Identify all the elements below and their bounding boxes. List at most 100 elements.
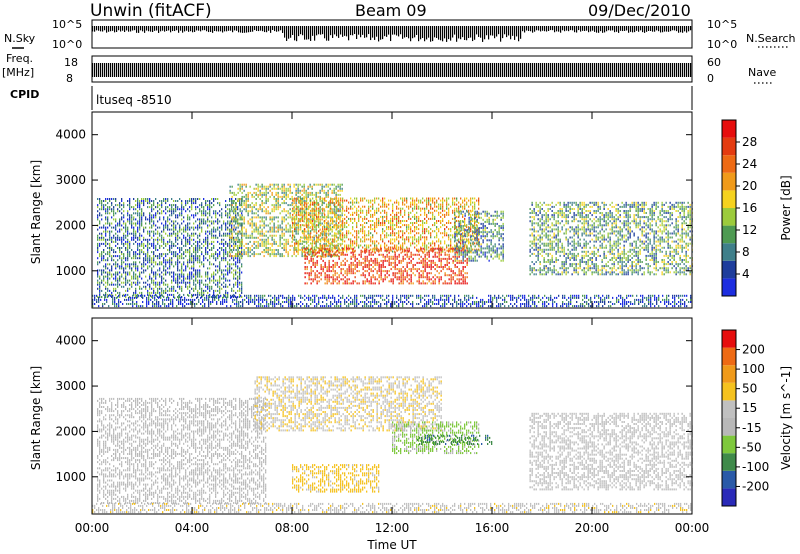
noise-bar	[106, 26, 108, 33]
heatmap-cell	[155, 238, 157, 241]
freq-bar	[424, 63, 426, 77]
freq-bar	[228, 63, 230, 77]
noise-bar	[490, 26, 492, 36]
heatmap-cell	[366, 246, 368, 249]
heatmap-cell	[205, 220, 207, 223]
heatmap-cell	[424, 250, 426, 253]
noise-bar	[680, 26, 682, 33]
heatmap-cell	[378, 248, 380, 251]
heatmap-cell	[227, 216, 229, 219]
noise-bar	[130, 26, 132, 32]
heatmap-cell	[149, 255, 151, 258]
heatmap-cell	[185, 285, 187, 288]
heatmap-cell	[113, 289, 115, 292]
heatmap-cell	[320, 224, 322, 227]
heatmap-cell	[119, 257, 121, 260]
noise-bar	[396, 26, 398, 36]
heatmap-cell	[418, 242, 420, 245]
heatmap-cell	[177, 234, 179, 237]
heatmap-cell	[203, 220, 205, 223]
heatmap-cell	[312, 201, 314, 204]
heatmap-cell	[147, 265, 149, 268]
heatmap-cell	[153, 202, 155, 205]
noise-bar	[206, 26, 208, 32]
heatmap-cell	[454, 197, 456, 200]
heatmap-cell	[239, 277, 241, 280]
heatmap-cell	[141, 277, 143, 280]
heatmap-cell	[382, 203, 384, 206]
heatmap-cell	[412, 236, 414, 239]
heatmap-cell	[133, 265, 135, 268]
heatmap-cell	[275, 240, 277, 243]
heatmap-cell	[302, 246, 304, 249]
heatmap-cell	[275, 255, 277, 258]
heatmap-cell	[137, 242, 139, 245]
heatmap-cell	[249, 206, 251, 209]
noise-bar	[626, 26, 628, 31]
heatmap-cell	[151, 269, 153, 272]
heatmap-cell	[233, 255, 235, 258]
heatmap-cell	[179, 285, 181, 288]
heatmap-cell	[117, 255, 119, 258]
heatmap-cell	[283, 216, 285, 219]
noise-bar	[148, 26, 150, 32]
heatmap-cell	[189, 216, 191, 219]
heatmap-cell	[183, 251, 185, 254]
heatmap-cell	[294, 246, 296, 249]
heatmap-cell	[418, 224, 420, 227]
heatmap-cell	[239, 242, 241, 245]
heatmap-cell	[331, 230, 333, 233]
heatmap-cell	[239, 271, 241, 274]
heatmap-cell	[239, 238, 241, 241]
heatmap-cell	[313, 224, 315, 227]
heatmap-cell	[388, 240, 390, 243]
freq-bar	[234, 63, 236, 77]
heatmap-cell	[372, 220, 374, 222]
heatmap-cell	[434, 230, 436, 233]
noise-bar	[150, 26, 152, 32]
heatmap-cell	[298, 201, 300, 204]
noise-bar	[118, 26, 120, 31]
heatmap-cell	[231, 216, 233, 219]
freq-bar	[536, 63, 538, 77]
heatmap-cell	[292, 230, 294, 233]
heatmap-cell	[422, 230, 424, 233]
freq-bar	[618, 63, 620, 77]
heatmap-cell	[281, 222, 283, 225]
heatmap-cell	[203, 263, 205, 266]
heatmap-cell	[368, 220, 370, 222]
heatmap-cell	[197, 198, 199, 200]
freq-bar	[542, 63, 544, 77]
heatmap-cell	[135, 234, 137, 237]
heatmap-cell	[448, 213, 450, 216]
heatmap-cell	[203, 240, 205, 243]
heatmap-cell	[99, 222, 101, 225]
heatmap-cell	[221, 273, 223, 276]
heatmap-cell	[109, 200, 111, 202]
heatmap-cell	[119, 230, 121, 233]
noise-bar	[104, 26, 106, 31]
heatmap-cell	[344, 226, 346, 229]
freq-bar	[686, 63, 688, 77]
heatmap-cell	[171, 242, 173, 245]
heatmap-cell	[123, 242, 125, 245]
freq-bar	[386, 63, 388, 77]
heatmap-cell	[408, 228, 410, 231]
noise-bar	[296, 26, 298, 42]
heatmap-cell	[129, 240, 131, 243]
heatmap-cell	[181, 289, 183, 292]
heatmap-cell	[119, 228, 121, 231]
heatmap-cell	[207, 271, 209, 274]
heatmap-cell	[339, 214, 341, 217]
heatmap-cell	[314, 240, 316, 243]
heatmap-cell	[414, 238, 416, 241]
noise-bar	[426, 26, 428, 40]
heatmap-cell	[327, 228, 329, 231]
noise-bar	[566, 26, 568, 31]
heatmap-cell	[368, 234, 370, 237]
heatmap-cell	[241, 253, 243, 256]
heatmap-cell	[121, 198, 123, 200]
heatmap-cell	[119, 249, 121, 251]
heatmap-cell	[163, 261, 165, 264]
heatmap-cell	[295, 249, 297, 251]
